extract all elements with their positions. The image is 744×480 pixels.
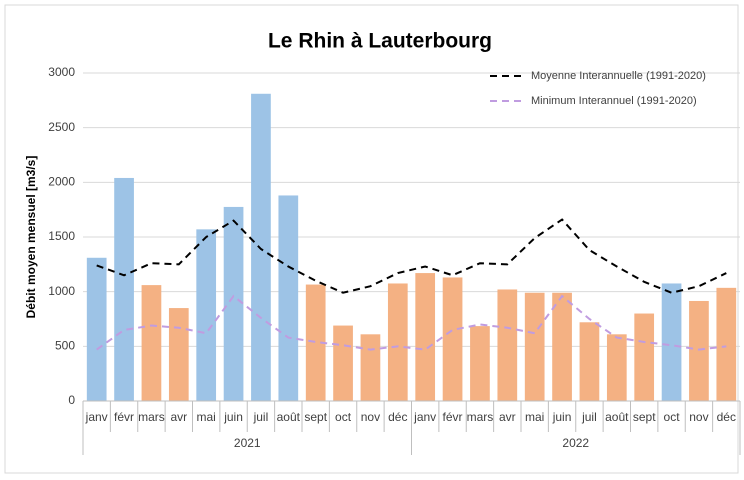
x-tick-label: janv: [413, 410, 436, 424]
bar: [634, 313, 655, 401]
x-tick-label: déc: [388, 410, 407, 424]
bar: [661, 283, 682, 401]
bar: [196, 229, 217, 401]
bar: [524, 292, 545, 401]
legend-label: Minimum Interannuel (1991-2020): [531, 95, 697, 107]
chart-title: Le Rhin à Lauterbourg: [268, 30, 492, 53]
x-tick-label: mai: [525, 410, 544, 424]
x-tick-label: févr: [443, 410, 463, 424]
y-tick-label: 2500: [48, 120, 75, 134]
x-tick-label: nov: [361, 410, 380, 424]
group-label: 2022: [562, 436, 589, 450]
bar: [415, 273, 436, 401]
bar: [497, 289, 518, 401]
bar: [251, 93, 271, 402]
bar: [470, 326, 490, 401]
x-tick-label: juil: [253, 410, 269, 424]
bar: [141, 285, 162, 401]
x-tick-label: août: [605, 410, 629, 424]
x-tick-label: sept: [304, 410, 327, 424]
y-tick-label: 1500: [48, 229, 75, 243]
bar: [606, 334, 627, 401]
bar: [333, 325, 353, 401]
x-tick-label: janv: [85, 410, 108, 424]
x-tick-label: mars: [467, 410, 494, 424]
bar: [305, 284, 326, 401]
legend-label: Moyenne Interannuelle (1991-2020): [531, 70, 706, 82]
bar: [168, 308, 189, 401]
x-tick-label: févr: [114, 410, 134, 424]
bar: [114, 177, 134, 401]
bar: [223, 206, 244, 401]
y-tick-label: 0: [68, 393, 75, 407]
x-tick-label: juil: [581, 410, 597, 424]
series-line: [96, 218, 727, 294]
y-tick-label: 500: [55, 339, 75, 353]
x-tick-label: sept: [633, 410, 656, 424]
x-tick-label: nov: [689, 410, 708, 424]
y-axis-label: Débit moyen mensuel [m3/s]: [24, 156, 38, 319]
x-tick-label: oct: [335, 410, 352, 424]
x-tick-label: oct: [664, 410, 681, 424]
group-label: 2021: [234, 436, 261, 450]
bar: [442, 277, 463, 401]
series-line: [96, 294, 727, 351]
bar: [552, 292, 572, 401]
x-tick-label: juin: [223, 410, 243, 424]
x-tick-label: août: [277, 410, 301, 424]
x-tick-label: mai: [197, 410, 216, 424]
bar: [579, 322, 600, 401]
y-tick-label: 2000: [48, 175, 75, 189]
x-tick-label: déc: [717, 410, 736, 424]
bar: [360, 334, 381, 401]
bar: [689, 300, 709, 401]
y-tick-label: 1000: [48, 284, 75, 298]
x-tick-label: avr: [499, 410, 516, 424]
x-tick-label: juin: [552, 410, 572, 424]
bar: [278, 195, 299, 401]
bar: [716, 287, 737, 401]
y-tick-label: 3000: [48, 65, 75, 79]
bar: [387, 283, 408, 401]
bar: [86, 257, 107, 401]
x-tick-label: avr: [170, 410, 187, 424]
x-tick-label: mars: [138, 410, 165, 424]
